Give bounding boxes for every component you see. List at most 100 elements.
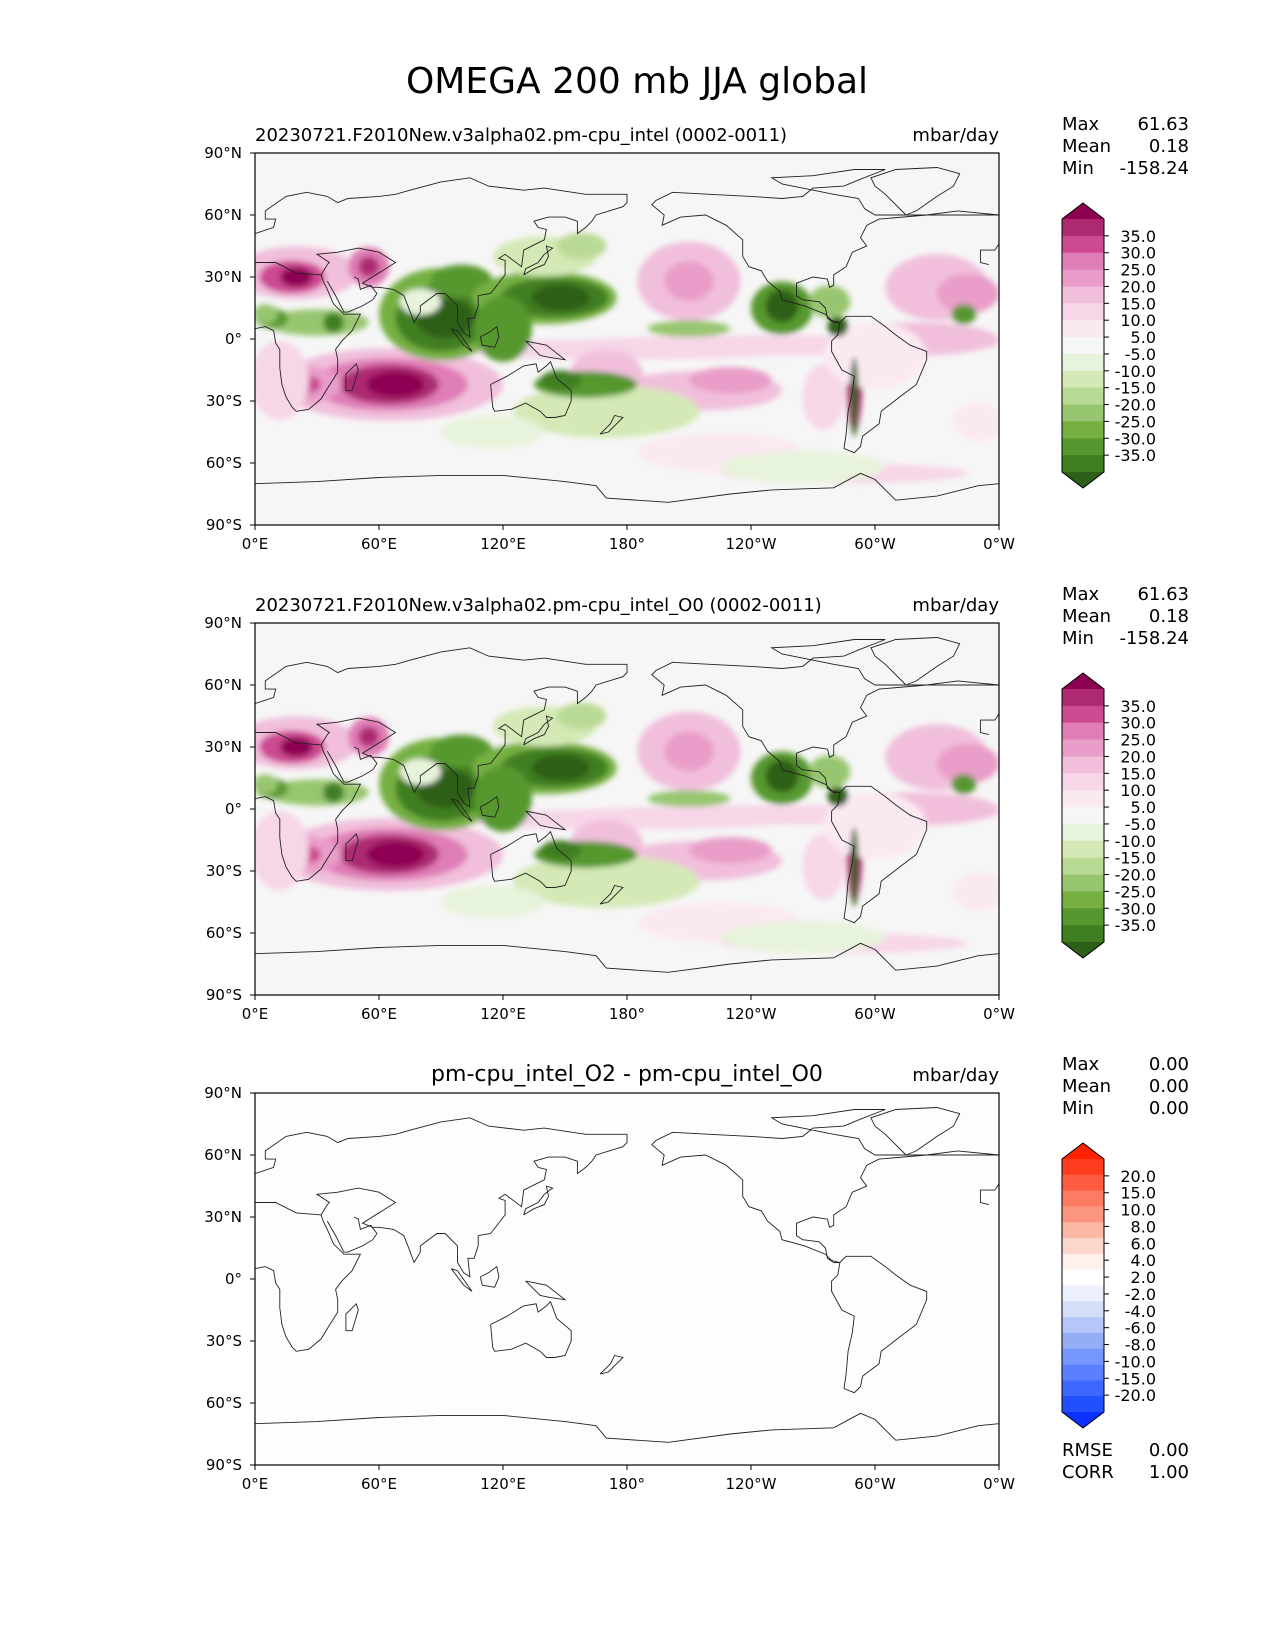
field-blob bbox=[951, 774, 977, 795]
y-tick-label: 60°S bbox=[206, 924, 242, 942]
colorbar-segment bbox=[1062, 320, 1104, 338]
coastline bbox=[870, 167, 961, 216]
colorbar-tick-label: 30.0 bbox=[1120, 714, 1156, 733]
field-blob bbox=[279, 737, 313, 757]
coastline bbox=[651, 169, 999, 323]
x-tick-label: 180° bbox=[609, 1475, 645, 1493]
colorbar-tick-label: -5.0 bbox=[1125, 815, 1156, 834]
stat-value: 0.00 bbox=[1149, 1076, 1189, 1097]
field-blob bbox=[953, 871, 999, 912]
colorbar-tick-label: -20.0 bbox=[1115, 866, 1156, 885]
stat-label: Mean bbox=[1062, 1076, 1111, 1097]
colorbar-tick-label: -30.0 bbox=[1115, 899, 1156, 918]
colorbar-tick-label: -30.0 bbox=[1115, 429, 1156, 448]
field-blob bbox=[265, 309, 369, 336]
colorbar-tick-label: -35.0 bbox=[1115, 916, 1156, 935]
coastline bbox=[979, 243, 999, 266]
colorbar-extend-max bbox=[1062, 203, 1104, 219]
colorbar-tick-label: 10.0 bbox=[1120, 1201, 1156, 1220]
coastline bbox=[490, 360, 572, 418]
field-blob bbox=[808, 285, 851, 319]
field-blob bbox=[664, 731, 714, 771]
stats-box: Max 61.63 Mean 0.18 Min -158.24 bbox=[1062, 584, 1189, 649]
colorbar-tick-label: 10.0 bbox=[1120, 781, 1156, 800]
y-tick-label: 90°S bbox=[206, 516, 242, 534]
field-blob bbox=[265, 779, 369, 806]
colorbar-segment bbox=[1062, 1285, 1104, 1302]
field-blob bbox=[720, 920, 886, 954]
coastline bbox=[525, 340, 567, 361]
coastline bbox=[255, 1412, 999, 1443]
colorbar-tick-label: 20.0 bbox=[1120, 1167, 1156, 1186]
stat-value: 0.18 bbox=[1149, 606, 1189, 627]
field-blob bbox=[765, 289, 799, 323]
x-tick-label: 180° bbox=[609, 535, 645, 553]
colorbar-segment bbox=[1062, 421, 1104, 439]
colorbar-segment bbox=[1062, 1159, 1104, 1176]
colorbar-tick-label: 20.0 bbox=[1120, 747, 1156, 766]
stat-label: Max bbox=[1062, 584, 1100, 605]
colorbar-segment bbox=[1062, 857, 1104, 876]
colorbar-segment bbox=[1062, 722, 1104, 741]
x-tick-label: 0°W bbox=[983, 535, 1015, 553]
colorbar-segment bbox=[1062, 1301, 1104, 1318]
stat-value: 0.00 bbox=[1149, 1054, 1189, 1075]
colorbar-segment bbox=[1062, 840, 1104, 859]
x-tick-label: 120°W bbox=[726, 1475, 777, 1493]
panel-model-reference: 20230721.F2010New.v3alpha02.pm-cpu_intel… bbox=[204, 584, 1189, 1023]
figure-title: OMEGA 200 mb JJA global bbox=[406, 61, 868, 102]
field-blob bbox=[474, 295, 532, 362]
field-blob bbox=[323, 782, 344, 803]
colorbar-tick-label: 4.0 bbox=[1131, 1251, 1156, 1270]
coastline bbox=[255, 647, 628, 808]
field-blob bbox=[474, 765, 532, 832]
coastline bbox=[345, 832, 359, 862]
y-tick-label: 0° bbox=[225, 330, 242, 348]
coastline bbox=[523, 715, 554, 746]
coastline bbox=[490, 1300, 572, 1358]
colorbar-segment bbox=[1062, 219, 1104, 237]
field-blob bbox=[323, 312, 344, 333]
colorbar-segment bbox=[1062, 773, 1104, 791]
coastline bbox=[979, 713, 999, 736]
field-blob bbox=[399, 288, 441, 316]
field-blob bbox=[556, 232, 607, 260]
colorbar-tick-label: -6.0 bbox=[1125, 1319, 1156, 1338]
colorbar-tick-label: -10.0 bbox=[1115, 1352, 1156, 1371]
y-tick-label: 90°N bbox=[204, 1084, 242, 1102]
map-background bbox=[255, 1093, 999, 1465]
field-blob bbox=[850, 357, 859, 437]
coastlines bbox=[255, 167, 999, 503]
coastline bbox=[345, 362, 359, 392]
colorbar-segment bbox=[1062, 705, 1104, 724]
stat-label: Max bbox=[1062, 114, 1100, 135]
field-blob bbox=[513, 854, 700, 908]
colorbar-tick-label: 35.0 bbox=[1120, 227, 1156, 246]
colorbar-tick-label: -25.0 bbox=[1115, 412, 1156, 431]
x-tick-label: 0°W bbox=[983, 1005, 1015, 1023]
field-blob bbox=[850, 827, 859, 907]
colorbar-extend-min bbox=[1062, 942, 1104, 958]
coastline bbox=[345, 1302, 359, 1332]
metric-value: 0.00 bbox=[1149, 1440, 1189, 1461]
x-tick-label: 0°W bbox=[983, 1475, 1015, 1493]
y-tick-label: 0° bbox=[225, 1270, 242, 1288]
metric-label: CORR bbox=[1062, 1462, 1114, 1483]
field-blob bbox=[441, 415, 545, 449]
colorbar: 20.015.010.08.06.04.02.0-2.0-4.0-6.0-8.0… bbox=[1061, 1142, 1156, 1429]
colorbar: 35.030.025.020.015.010.05.0-5.0-10.0-15.… bbox=[1061, 202, 1156, 489]
stat-value: 0.18 bbox=[1149, 136, 1189, 157]
map-area bbox=[255, 153, 999, 525]
colorbar-segment bbox=[1062, 1222, 1104, 1239]
colorbar-extend-max bbox=[1062, 1143, 1104, 1159]
panel-title: 20230721.F2010New.v3alpha02.pm-cpu_intel… bbox=[255, 595, 822, 616]
colorbar-tick-label: 30.0 bbox=[1120, 244, 1156, 263]
y-tick-label: 30°N bbox=[204, 268, 242, 286]
colorbar-segment bbox=[1062, 1253, 1104, 1271]
y-tick-label: 30°N bbox=[204, 738, 242, 756]
colorbar-segment bbox=[1062, 874, 1104, 892]
colorbar-segment bbox=[1062, 269, 1104, 287]
field-blob bbox=[366, 371, 425, 398]
colorbar-tick-label: -4.0 bbox=[1125, 1302, 1156, 1321]
stat-value: -158.24 bbox=[1120, 628, 1189, 649]
